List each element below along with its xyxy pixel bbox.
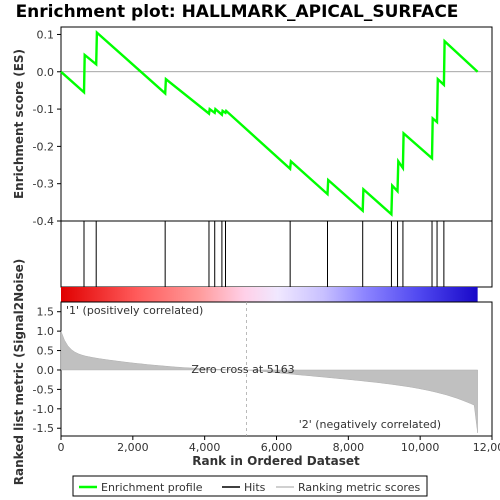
x-tick-label: 12,000 [473, 441, 500, 454]
x-axis-label: Rank in Ordered Dataset [192, 454, 360, 468]
x-tick-label: 4,000 [189, 441, 221, 454]
x-tick-label: 2,000 [117, 441, 149, 454]
negative-correlation-label: '2' (negatively correlated) [299, 418, 441, 431]
legend-metric-label: Ranking metric scores [298, 481, 420, 494]
hit-markers [83, 221, 445, 287]
es-y-tick-label: 0.1 [37, 28, 55, 41]
es-y-tick-label: -0.3 [33, 178, 54, 191]
es-y-tick-label: -0.2 [33, 140, 54, 153]
legend-profile-label: Enrichment profile [101, 481, 203, 494]
ranking-metric-area [60, 331, 478, 433]
zero-cross-label: Zero cross at 5163 [191, 363, 294, 376]
x-tick-label: 8,000 [333, 441, 365, 454]
es-y-tick-label: -0.4 [33, 215, 54, 228]
metric-y-tick-label: 0.0 [37, 364, 55, 377]
es-y-ticks: -0.4 -0.3 -0.2 -0.1 0.0 0.1 [33, 28, 61, 228]
es-y-tick-label: -0.1 [33, 103, 54, 116]
enrichment-profile-line [60, 29, 479, 217]
x-tick-label: 10,000 [401, 441, 440, 454]
x-tick-label: 6,000 [261, 441, 293, 454]
metric-y-tick-label: -0.5 [33, 383, 54, 396]
es-y-axis-label: Enrichment score (ES) [12, 49, 26, 199]
metric-y-tick-label: 1.0 [37, 325, 55, 338]
es-y-tick-label: 0.0 [37, 66, 55, 79]
legend-hits-label: Hits [244, 481, 266, 494]
legend [72, 475, 428, 497]
hits-panel [60, 220, 493, 288]
metric-y-tick-label: -1.0 [33, 403, 54, 416]
metric-y-ticks: -1.5 -1.0 -0.5 0.0 0.5 1.0 1.5 [33, 306, 61, 435]
x-tick-label: 0 [58, 441, 65, 454]
metric-y-tick-label: 1.5 [37, 306, 55, 319]
metric-y-axis-label: Ranked list metric (Signal2Noise) [12, 259, 26, 486]
x-ticks: 0 2,000 4,000 6,000 8,000 10,000 12,000 [58, 436, 500, 454]
rank-color-bar [61, 287, 478, 302]
positive-correlation-label: '1' (positively correlated) [66, 304, 203, 317]
metric-y-tick-label: 0.5 [37, 345, 55, 358]
chart-title: Enrichment plot: HALLMARK_APICAL_SURFACE [16, 2, 459, 22]
es-panel [60, 26, 493, 222]
metric-y-tick-label: -1.5 [33, 422, 54, 435]
